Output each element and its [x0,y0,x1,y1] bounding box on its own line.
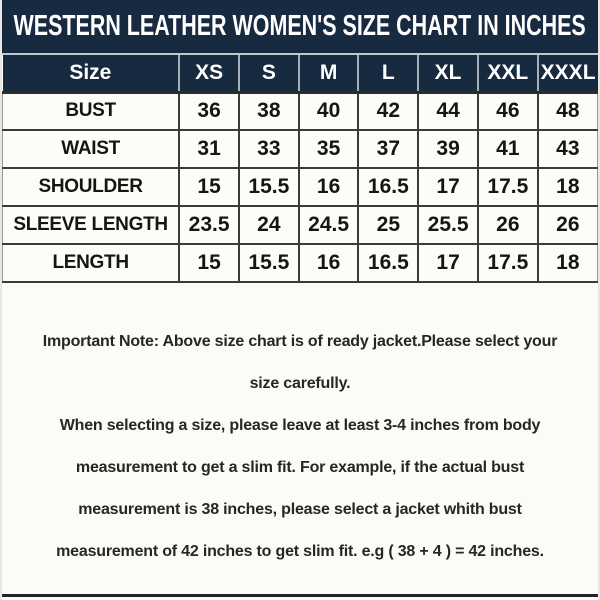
row-label-sleeve-length: SLEEVE LENGTH [2,205,181,245]
note-line: When selecting a size, please leave at l… [59,417,541,434]
cell-value: 15.5 [237,167,300,207]
bottom-divider [2,594,598,597]
cell-value: 48 [536,91,598,131]
cell-value: 17.5 [476,167,539,207]
note-line: Important Note: Above size chart is of r… [42,333,558,350]
header-cell-m: M [297,55,359,94]
cell-value: 17.5 [476,243,539,283]
table-row-sleeve-length: SLEEVE LENGTH 23.5 24 24.5 25 25.5 26 26 [2,205,598,245]
cell-value: 16.5 [357,167,420,207]
table-row-waist: WAIST 31 33 35 37 39 41 43 [2,129,598,169]
notes-section: Important Note: Above size chart is of r… [2,283,598,573]
row-label-shoulder: SHOULDER [2,167,181,207]
row-label-bust: BUST [2,91,181,131]
cell-value: 24 [237,205,300,245]
cell-value: 37 [357,129,420,169]
cell-value: 39 [417,129,479,169]
row-label-waist: WAIST [2,129,181,169]
cell-value: 15 [178,167,240,207]
header-cell-xxxl: XXXL [536,55,598,94]
header-cell-s: S [237,55,299,94]
row-label-length: LENGTH [2,243,181,283]
cell-value: 43 [536,129,598,169]
header-cell-xl: XL [417,55,478,94]
cell-value: 16.5 [357,243,420,283]
cell-value: 24.5 [297,205,360,245]
note-line: measurement is 38 inches, please select … [78,501,522,518]
cell-value: 25 [357,205,420,245]
cell-value: 35 [297,129,360,169]
table-header-row: Size XS S M L XL XXL XXXL [2,55,598,94]
cell-value: 33 [237,129,300,169]
cell-value: 40 [297,91,360,131]
note-line: size carefully. [249,375,351,392]
cell-value: 23.5 [178,205,240,245]
cell-value: 26 [476,205,539,245]
size-table: Size XS S M L XL XXL XXXL BUST 36 38 40 … [2,55,598,283]
header-cell-xxl: XXL [476,55,538,94]
cell-value: 16 [297,167,360,207]
cell-value: 36 [178,91,240,131]
cell-value: 17 [417,243,479,283]
header-cell-xs: XS [178,55,239,94]
page-title: WESTERN LEATHER WOMEN'S SIZE CHART IN IN… [13,10,587,42]
chart-title-bar: WESTERN LEATHER WOMEN'S SIZE CHART IN IN… [2,0,598,55]
cell-value: 18 [536,243,598,283]
table-row-length: LENGTH 15 15.5 16 16.5 17 17.5 18 [2,243,598,283]
cell-value: 16 [297,243,360,283]
cell-value: 15 [178,243,240,283]
table-row-bust: BUST 36 38 40 42 44 46 48 [2,91,598,131]
cell-value: 42 [357,91,420,131]
cell-value: 26 [536,205,598,245]
cell-value: 15.5 [237,243,300,283]
cell-value: 31 [178,129,240,169]
note-line: measurement of 42 inches to get slim fit… [56,543,544,560]
cell-value: 17 [417,167,479,207]
table-row-shoulder: SHOULDER 15 15.5 16 16.5 17 17.5 18 [2,167,598,207]
cell-value: 38 [237,91,300,131]
header-cell-l: L [357,55,419,94]
cell-value: 44 [417,91,479,131]
cell-value: 25.5 [417,205,479,245]
header-cell-size: Size [2,55,180,94]
cell-value: 41 [476,129,539,169]
note-line: measurement to get a slim fit. For examp… [75,459,525,476]
cell-value: 18 [536,167,598,207]
cell-value: 46 [476,91,539,131]
